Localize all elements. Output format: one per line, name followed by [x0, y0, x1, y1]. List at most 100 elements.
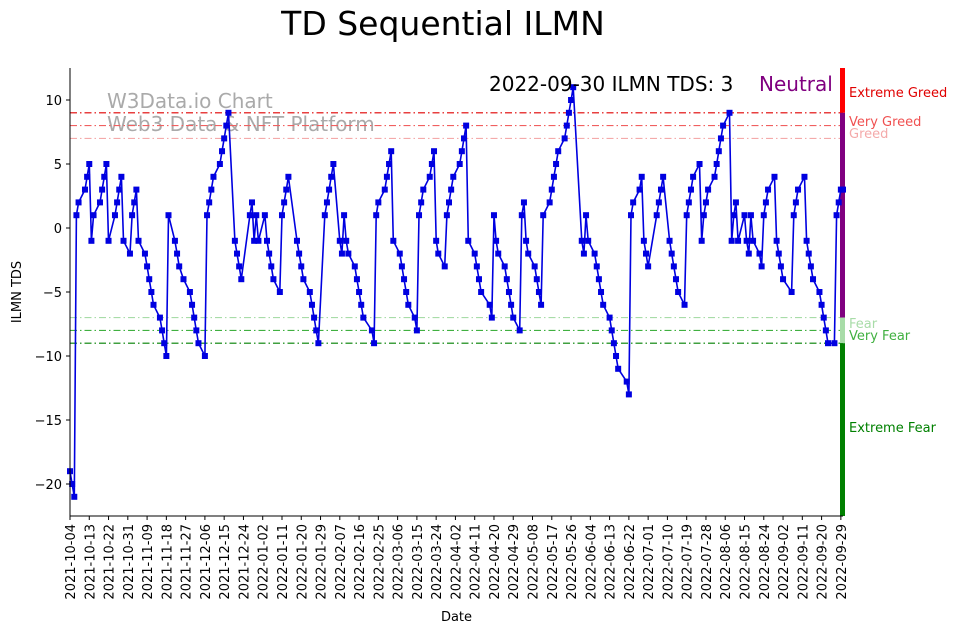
- data-point: [345, 250, 352, 257]
- x-tick-label: 2022-02-25: [372, 524, 387, 600]
- y-axis-label: ILMN TDS: [10, 261, 25, 323]
- data-point: [191, 314, 198, 321]
- data-point: [458, 148, 465, 155]
- data-point: [103, 161, 110, 167]
- side-bar-segment-2: [840, 317, 845, 344]
- data-point: [523, 237, 530, 244]
- data-point: [638, 173, 645, 180]
- data-point: [450, 173, 457, 180]
- x-tick-label: 2021-10-22: [103, 524, 118, 600]
- x-tick-label: 2022-06-22: [623, 524, 638, 600]
- data-point: [833, 212, 840, 219]
- y-tick-label: −15: [35, 414, 62, 429]
- data-point: [216, 161, 223, 167]
- data-point: [298, 263, 305, 270]
- data-point: [405, 301, 412, 308]
- data-point: [698, 237, 705, 244]
- data-point: [328, 173, 335, 180]
- data-point: [281, 199, 288, 206]
- data-point: [473, 263, 480, 270]
- data-point: [565, 109, 572, 116]
- x-tick-label: 2022-01-02: [257, 524, 272, 600]
- x-tick-label: 2021-11-18: [160, 524, 175, 600]
- data-point: [120, 237, 127, 244]
- x-tick-label: 2022-01-29: [315, 524, 330, 600]
- data-point: [234, 250, 241, 257]
- x-tick-label: 2022-07-01: [642, 524, 657, 600]
- data-point: [231, 237, 238, 244]
- data-point: [655, 199, 662, 206]
- side-bar-segment-1: [840, 112, 845, 318]
- data-point: [73, 212, 80, 219]
- data-point: [580, 250, 587, 257]
- data-point: [840, 186, 846, 193]
- data-point: [818, 301, 825, 308]
- x-tick-label: 2022-09-20: [816, 524, 831, 600]
- data-point: [788, 289, 795, 295]
- data-point: [568, 97, 575, 103]
- data-point: [443, 212, 450, 219]
- data-point: [253, 212, 260, 219]
- data-point: [69, 481, 76, 487]
- data-point: [368, 327, 375, 334]
- data-point: [792, 199, 799, 206]
- data-point: [643, 250, 650, 257]
- data-point: [750, 237, 757, 244]
- data-point: [760, 212, 767, 219]
- data-point: [540, 212, 547, 219]
- data-point: [630, 199, 637, 206]
- data-point: [657, 186, 664, 193]
- x-tick-label: 2022-04-20: [488, 524, 503, 600]
- data-point: [90, 212, 97, 219]
- data-point: [460, 135, 467, 142]
- data-point: [208, 186, 215, 193]
- data-point: [820, 314, 827, 321]
- data-point: [236, 263, 243, 270]
- data-point: [628, 212, 635, 219]
- data-point: [610, 340, 617, 347]
- data-point: [822, 327, 829, 334]
- data-point: [323, 199, 330, 206]
- x-tick-label: 2021-10-31: [122, 524, 137, 600]
- chart-title: TD Sequential ILMN: [281, 4, 605, 43]
- data-point: [263, 237, 270, 244]
- x-tick-label: 2022-07-10: [661, 524, 676, 600]
- data-point: [238, 276, 245, 283]
- data-point: [735, 237, 742, 244]
- data-point: [816, 289, 823, 295]
- data-point: [360, 314, 367, 321]
- data-point: [161, 340, 168, 347]
- data-point: [681, 301, 688, 308]
- data-point: [758, 263, 765, 270]
- data-point: [705, 186, 712, 193]
- x-tick-label: 2022-05-17: [546, 524, 561, 600]
- reference-label-4: Very Fear: [849, 329, 911, 344]
- data-point: [129, 212, 136, 219]
- data-point: [625, 391, 632, 398]
- data-point: [84, 173, 91, 180]
- data-point: [351, 263, 358, 270]
- data-point: [503, 276, 510, 283]
- x-tick-label: 2022-01-11: [276, 524, 291, 600]
- reference-label-2: Greed: [849, 127, 888, 142]
- data-point: [668, 250, 675, 257]
- data-point: [111, 212, 118, 219]
- x-tick-label: 2021-10-04: [64, 524, 79, 600]
- data-point: [520, 199, 527, 206]
- data-point: [390, 237, 397, 244]
- data-point: [118, 173, 125, 180]
- data-point: [146, 276, 153, 283]
- data-point: [510, 314, 517, 321]
- data-point: [508, 301, 515, 308]
- data-point: [660, 173, 667, 180]
- data-point: [428, 161, 435, 167]
- data-point: [670, 263, 677, 270]
- data-point: [598, 289, 605, 295]
- data-point: [81, 186, 88, 193]
- data-point: [133, 186, 140, 193]
- data-point: [388, 148, 395, 155]
- data-point: [550, 173, 557, 180]
- data-point: [75, 199, 82, 206]
- data-point: [687, 186, 694, 193]
